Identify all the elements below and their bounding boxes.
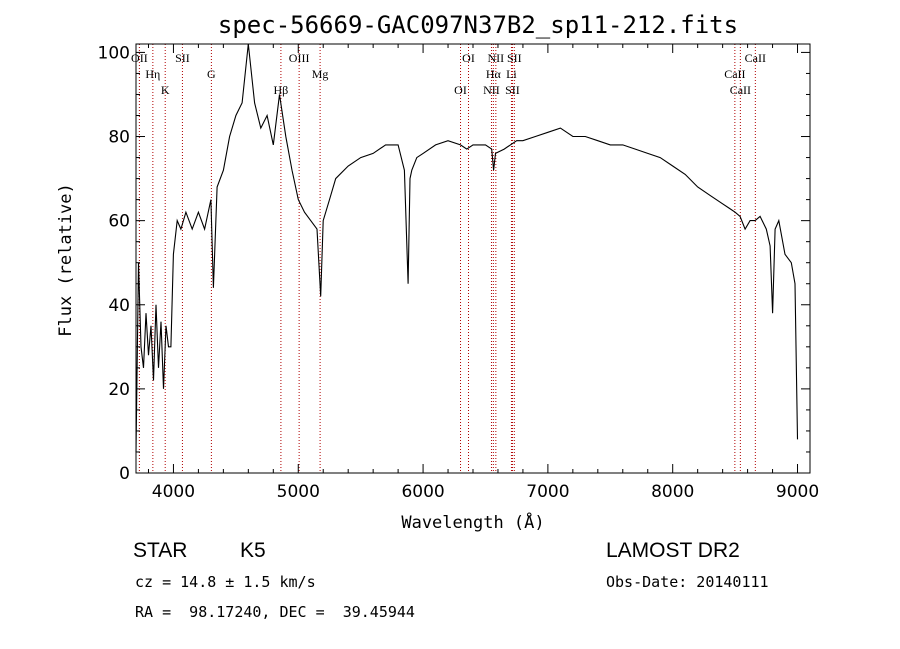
y-axis-ticks: 0 20 40 60 80 100 — [98, 43, 810, 484]
x-tick-label: 5000 — [277, 482, 320, 502]
obs-date-text: Obs-Date: 20140111 — [606, 573, 769, 591]
spectral-line-label: SII — [175, 51, 190, 65]
spectrum-series-line — [135, 43, 799, 453]
spectral-line-labels: OIIHηKSIIGHβOIIIMgOIOIHαNIINIILiSIISIICa… — [131, 51, 766, 97]
x-axis-label: Wavelength (Å) — [401, 511, 544, 533]
y-tick-label: 100 — [98, 43, 130, 63]
y-tick-label: 40 — [108, 296, 130, 316]
spectral-line-label: CaII — [730, 83, 751, 97]
spectral-line-label: SII — [507, 51, 522, 65]
spectral-line-label: SII — [505, 83, 520, 97]
coordinates-text: RA = 98.17240, DEC = 39.45944 — [135, 603, 415, 621]
y-tick-label: 0 — [119, 464, 130, 484]
y-axis-label: Flux (relative) — [56, 183, 76, 337]
spectral-line-label: Mg — [312, 67, 329, 81]
chart-title: spec-56669-GAC097N37B2_sp11-212.fits — [218, 11, 738, 39]
spectral-line-label: Hβ — [274, 83, 289, 97]
spectral-line-label: OIII — [289, 51, 310, 65]
object-subclass: K5 — [240, 539, 266, 562]
spectral-line-label: G — [207, 67, 216, 81]
survey-name: LAMOST DR2 — [606, 539, 740, 562]
spectral-line-label: Hα — [486, 67, 502, 81]
y-tick-label: 80 — [108, 128, 130, 148]
plot-frame — [135, 43, 811, 474]
spectral-line-label: NII — [483, 83, 500, 97]
x-tick-label: 8000 — [651, 482, 694, 502]
spectral-line-label: CaII — [745, 51, 766, 65]
x-axis-ticks: 4000 5000 6000 7000 8000 9000 — [147, 44, 819, 502]
spectral-line-label: NII — [488, 51, 505, 65]
spectral-line-label: Li — [506, 67, 517, 81]
x-tick-label: 7000 — [526, 482, 569, 502]
spectral-line-label: Hη — [145, 67, 160, 81]
spectral-line-label: K — [161, 83, 170, 97]
spectral-line-label: OI — [454, 83, 467, 97]
redshift-text: cz = 14.8 ± 1.5 km/s — [135, 573, 316, 591]
spectral-line-label: OI — [462, 51, 475, 65]
spectral-lines-layer — [138, 44, 756, 473]
y-tick-label: 20 — [108, 380, 130, 400]
x-tick-label: 4000 — [152, 482, 195, 502]
x-tick-label: 6000 — [401, 482, 444, 502]
x-tick-label: 9000 — [776, 482, 819, 502]
spectral-line-label: OII — [131, 51, 148, 65]
y-tick-label: 60 — [108, 212, 130, 232]
spectral-line-label: CaII — [724, 67, 745, 81]
object-class: STAR — [133, 539, 188, 562]
